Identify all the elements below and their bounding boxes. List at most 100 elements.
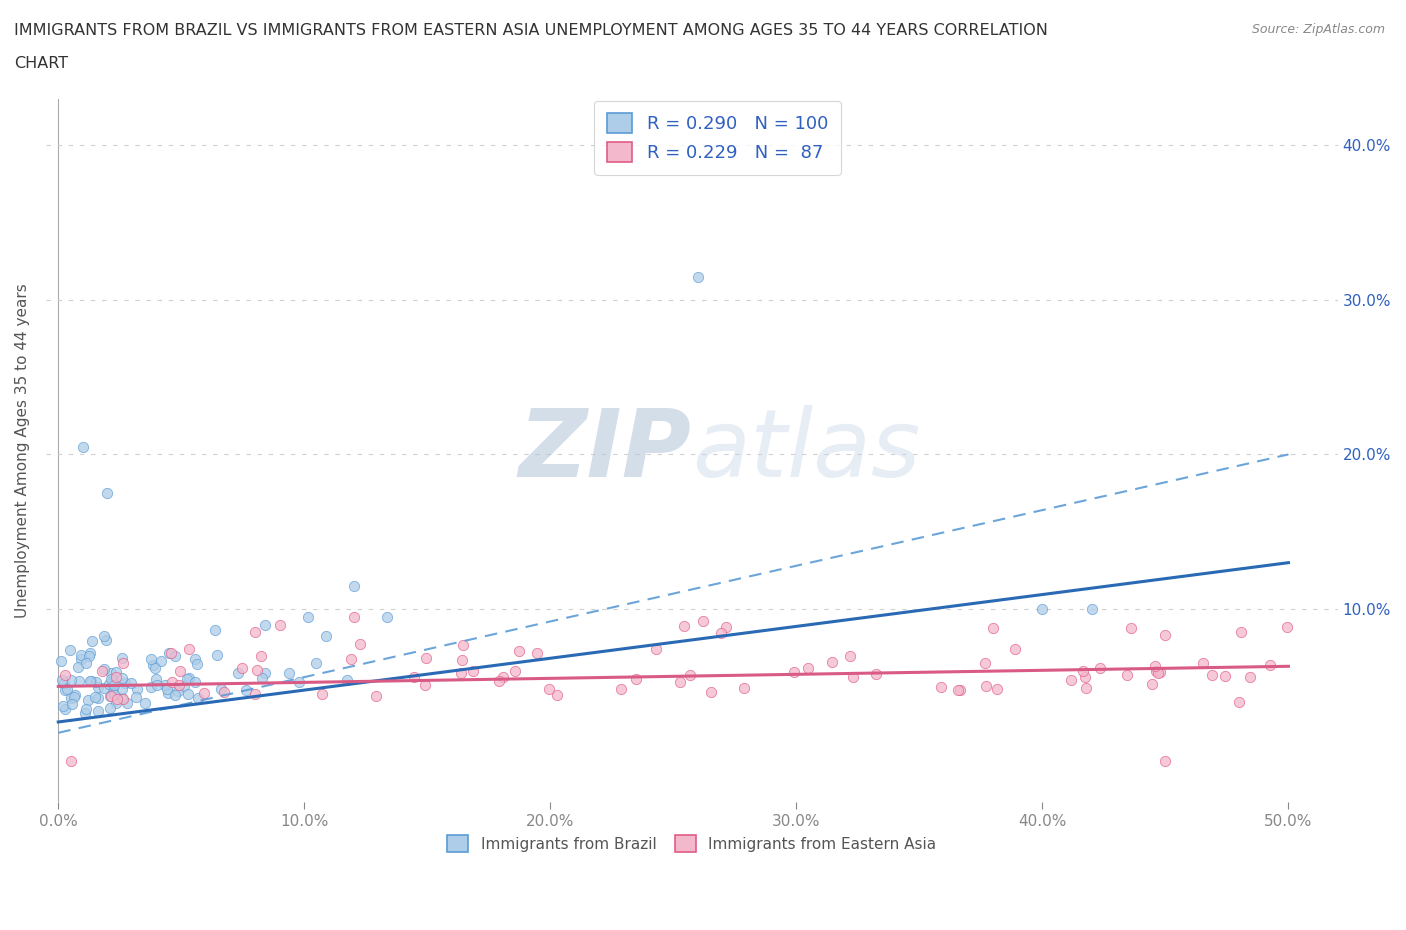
Point: [53, 701, 76, 716]
Point: [797, 660, 820, 675]
Point: [692, 614, 714, 629]
Point: [100, 688, 122, 703]
Point: [839, 648, 862, 663]
Point: [103, 686, 125, 701]
Point: [80, 673, 103, 688]
Point: [111, 682, 134, 697]
Point: [526, 645, 548, 660]
Point: [714, 620, 737, 635]
Point: [76, 693, 98, 708]
Point: [53, 683, 76, 698]
Point: [297, 609, 319, 624]
Point: [177, 686, 200, 701]
Point: [105, 692, 128, 707]
Point: [90, 663, 112, 678]
Point: [66, 659, 89, 674]
Point: [59, 642, 82, 657]
Point: [51, 672, 73, 687]
Point: [1154, 627, 1177, 642]
Point: [153, 677, 176, 692]
Point: [1116, 667, 1139, 682]
Point: [111, 691, 134, 706]
Point: [104, 665, 127, 680]
Point: [96, 485, 118, 500]
Point: [156, 682, 179, 697]
Point: [1140, 677, 1163, 692]
Point: [177, 641, 200, 656]
Point: [49, 654, 72, 669]
Point: [488, 673, 510, 688]
Point: [1080, 602, 1102, 617]
Text: CHART: CHART: [14, 56, 67, 71]
Point: [115, 696, 138, 711]
Point: [98, 689, 121, 704]
Point: [986, 682, 1008, 697]
Point: [305, 656, 328, 671]
Point: [69, 652, 91, 667]
Text: IMMIGRANTS FROM BRAZIL VS IMMIGRANTS FROM EASTERN ASIA UNEMPLOYMENT AMONG AGES 3: IMMIGRANTS FROM BRAZIL VS IMMIGRANTS FRO…: [14, 23, 1047, 38]
Point: [84, 675, 107, 690]
Point: [93, 629, 115, 644]
Point: [209, 682, 232, 697]
Point: [451, 637, 474, 652]
Point: [114, 675, 136, 690]
Point: [254, 666, 277, 681]
Point: [243, 686, 266, 701]
Point: [269, 618, 291, 632]
Point: [103, 676, 125, 691]
Point: [173, 679, 195, 694]
Point: [59, 753, 82, 768]
Point: [1192, 656, 1215, 671]
Point: [974, 679, 997, 694]
Point: [865, 667, 887, 682]
Point: [111, 655, 134, 670]
Point: [243, 625, 266, 640]
Point: [146, 678, 169, 693]
Point: [59, 672, 82, 687]
Point: [75, 706, 97, 721]
Point: [205, 647, 228, 662]
Point: [336, 673, 359, 688]
Point: [679, 668, 702, 683]
Point: [111, 671, 134, 685]
Point: [121, 676, 143, 691]
Point: [231, 661, 253, 676]
Point: [134, 696, 156, 711]
Point: [187, 690, 209, 705]
Point: [60, 697, 83, 711]
Point: [1227, 695, 1250, 710]
Point: [686, 269, 709, 284]
Point: [127, 681, 149, 696]
Point: [1144, 663, 1167, 678]
Point: [342, 578, 364, 593]
Point: [212, 685, 235, 700]
Point: [842, 670, 865, 684]
Point: [139, 651, 162, 666]
Point: [733, 681, 755, 696]
Point: [450, 665, 472, 680]
Point: [1230, 624, 1253, 639]
Point: [508, 644, 530, 658]
Point: [157, 645, 180, 660]
Point: [156, 685, 179, 700]
Point: [546, 688, 568, 703]
Point: [1239, 670, 1261, 684]
Point: [253, 618, 276, 632]
Point: [75, 655, 97, 670]
Y-axis label: Unemployment Among Ages 35 to 44 years: Unemployment Among Ages 35 to 44 years: [15, 283, 30, 618]
Point: [72, 439, 94, 454]
Point: [86, 680, 108, 695]
Point: [80, 633, 103, 648]
Point: [1201, 668, 1223, 683]
Point: [101, 674, 124, 689]
Point: [159, 645, 181, 660]
Point: [1071, 663, 1094, 678]
Point: [672, 618, 695, 633]
Point: [1074, 670, 1097, 684]
Point: [503, 664, 526, 679]
Point: [783, 664, 806, 679]
Point: [1004, 642, 1026, 657]
Point: [149, 654, 172, 669]
Point: [75, 701, 97, 716]
Point: [340, 652, 363, 667]
